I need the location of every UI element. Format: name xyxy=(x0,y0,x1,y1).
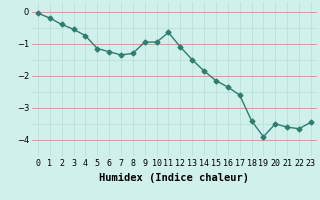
X-axis label: Humidex (Indice chaleur): Humidex (Indice chaleur) xyxy=(100,173,249,183)
